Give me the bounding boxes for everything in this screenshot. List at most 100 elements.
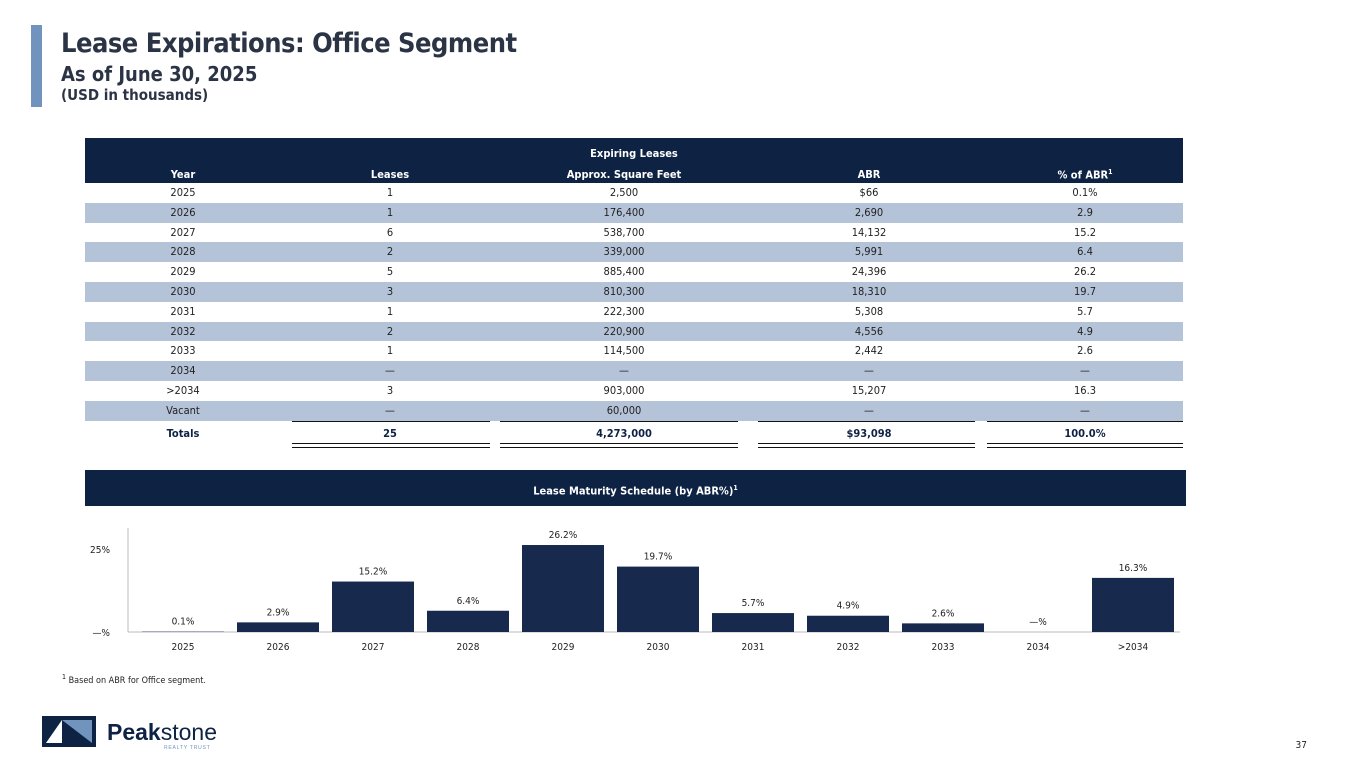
data-label: 5.7% — [742, 598, 765, 609]
cell-leases: 25 — [383, 426, 397, 440]
y-tick-label: —% — [92, 628, 110, 639]
cell-abr: — — [864, 364, 874, 378]
cell-pct-abr: 15.2 — [1073, 225, 1097, 239]
cell-year: 2027 — [170, 225, 196, 239]
bar-2028 — [427, 610, 509, 632]
lease-maturity-chart: —% 25% 0.1% 2025 2.9% 2026 15.2% 2027 6.4% 2028 26… — [90, 528, 1180, 653]
data-label: 2.9% — [267, 607, 290, 618]
total-rule — [292, 420, 490, 422]
cell-leases: 2 — [386, 324, 394, 338]
chart-title-bar: Lease Maturity Schedule (by ABR%)1 — [85, 470, 1186, 506]
cell-pct-abr: 5.7 — [1077, 304, 1093, 318]
table-row: 2030 3 810,300 18,310 19.7 — [85, 281, 1183, 302]
x-tick-label: 2026 — [267, 642, 290, 653]
cell-year: 2034 — [170, 364, 196, 378]
cell-leases: 3 — [386, 284, 394, 298]
table-row: 2027 6 538,700 14,132 15.2 — [85, 223, 1183, 243]
totals-row: Totals 25 4,273,000 $93,098 100.0% — [85, 420, 1183, 448]
page-subtitle: As of June 30, 2025 — [61, 62, 258, 86]
footnote-text: Based on ABR for Office segment. — [68, 676, 206, 686]
y-tick-label: 25% — [90, 545, 110, 556]
cell-square-feet: 538,700 — [603, 225, 645, 239]
column-header-abr: ABR — [858, 168, 881, 181]
group-label: Expiring Leases — [590, 147, 678, 160]
cell-abr: 14,132 — [851, 225, 887, 239]
total-double-rule — [758, 442, 975, 448]
cell-year: 2033 — [170, 344, 196, 358]
peakstone-logo: Peakstone REALTY TRUST — [42, 716, 217, 750]
column-header-label: Approx. Square Feet — [566, 168, 682, 181]
cell-leases: — — [385, 403, 395, 417]
cell-year: Totals — [166, 426, 200, 440]
table-header: Expiring Leases Year Leases Approx. Square… — [85, 138, 1183, 183]
cell-year: 2025 — [170, 186, 196, 199]
cell-year: 2029 — [170, 265, 196, 279]
cell-square-feet: 885,400 — [603, 265, 645, 279]
cell-square-feet: 903,000 — [603, 383, 645, 397]
units-note: (USD in thousands) — [61, 86, 209, 104]
total-double-rule — [292, 442, 490, 448]
footnote: 1 Based on ABR for Office segment. — [62, 673, 206, 686]
column-header-year: Year — [171, 168, 195, 181]
cell-square-feet: 176,400 — [603, 205, 645, 219]
cell-year: 2032 — [170, 324, 196, 338]
lease-expirations-table: Expiring Leases Year Leases Approx. Square… — [85, 138, 1183, 448]
x-tick-label: 2032 — [837, 642, 860, 653]
table-row: >2034 3 903,000 15,207 16.3 — [85, 381, 1183, 401]
svg-text:REALTY TRUST: REALTY TRUST — [164, 745, 211, 750]
cell-square-feet: 220,900 — [603, 324, 645, 338]
cell-pct-abr: 4.9 — [1077, 324, 1093, 338]
bar-2030 — [617, 566, 699, 632]
total-double-rule — [500, 442, 738, 448]
column-header-leases: Leases — [371, 168, 409, 181]
cell-leases: 1 — [386, 205, 394, 219]
table-row: 2029 5 885,400 24,396 26.2 — [85, 262, 1183, 282]
bar-2033 — [902, 623, 984, 632]
data-label: 0.1% — [172, 617, 195, 628]
cell-leases: 1 — [386, 344, 394, 358]
table-row: 2033 1 114,500 2,442 2.6 — [85, 341, 1183, 361]
cell-pct-abr: — — [1080, 403, 1090, 417]
cell-pct-abr: 2.9 — [1077, 205, 1093, 219]
bar-2026 — [237, 622, 319, 632]
cell-square-feet: 114,500 — [603, 344, 645, 358]
column-header-label: Leases — [370, 168, 410, 181]
cell-square-feet: 339,000 — [603, 245, 645, 259]
cell-pct-abr: 100.0% — [1064, 426, 1106, 440]
column-header-label: % of ABR — [1057, 168, 1109, 182]
total-rule — [758, 420, 975, 422]
cell-abr: — — [864, 403, 874, 417]
footnote-marker: 1 — [62, 673, 67, 681]
cell-pct-abr: 0.1% — [1072, 186, 1098, 199]
cell-leases: — — [385, 364, 395, 378]
data-label: 6.4% — [457, 596, 480, 607]
data-label: 2.6% — [932, 608, 955, 619]
x-tick-label: >2034 — [1118, 642, 1149, 653]
table-row: Vacant — 60,000 — — — [85, 400, 1183, 421]
cell-year: Vacant — [166, 403, 200, 417]
cell-year: 2030 — [170, 284, 196, 298]
x-tick-label: 2033 — [932, 642, 955, 653]
data-label: —% — [1029, 617, 1047, 628]
table-row: 2028 2 339,000 5,991 6.4 — [85, 242, 1183, 263]
page-title: Lease Expirations: Office Segment — [61, 28, 517, 59]
table-row: 2032 2 220,900 4,556 4.9 — [85, 321, 1183, 342]
data-label: 16.3% — [1119, 563, 1148, 574]
chart-title: Lease Maturity Schedule (by ABR%) — [533, 484, 734, 498]
cell-leases: 1 — [386, 186, 394, 199]
data-label: 19.7% — [644, 552, 673, 563]
cell-square-feet: — — [619, 364, 629, 378]
bar->2034 — [1092, 577, 1174, 632]
footnote-marker: 1 — [733, 484, 738, 492]
total-rule — [987, 420, 1183, 422]
table-row: 2025 1 2,500 $66 0.1% — [85, 183, 1183, 203]
cell-abr: 5,308 — [854, 304, 884, 318]
bar-2031 — [712, 613, 794, 632]
cell-abr: 2,690 — [854, 205, 884, 219]
x-tick-label: 2025 — [172, 642, 195, 653]
column-header-square-feet: Approx. Square Feet — [567, 168, 682, 181]
cell-square-feet: 222,300 — [603, 304, 645, 318]
column-header-label: ABR — [857, 168, 881, 181]
cell-leases: 3 — [386, 383, 394, 397]
cell-leases: 2 — [386, 245, 394, 259]
